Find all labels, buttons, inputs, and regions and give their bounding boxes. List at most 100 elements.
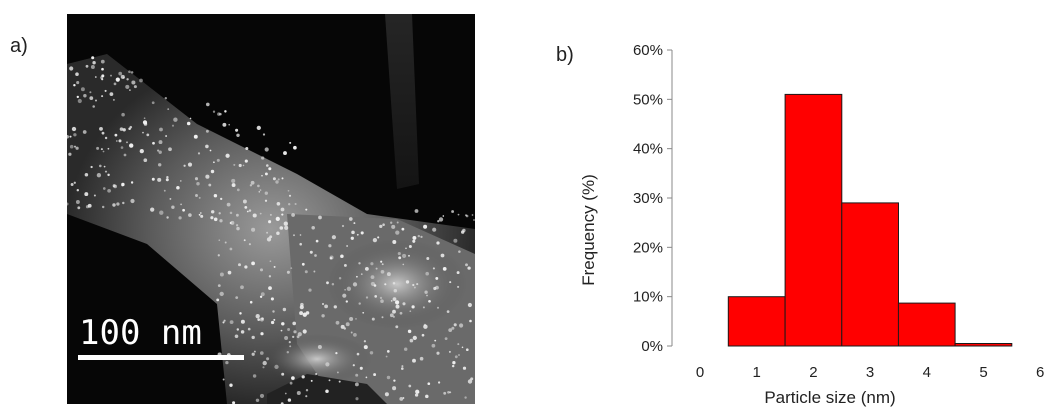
- nanoparticle: [259, 212, 262, 215]
- nanoparticle: [461, 230, 465, 234]
- nanoparticle: [274, 364, 279, 370]
- nanoparticle: [260, 351, 264, 355]
- nanoparticle: [236, 328, 240, 331]
- bars: [727, 93, 1013, 347]
- nanoparticle: [465, 263, 468, 267]
- nanoparticle: [395, 304, 400, 309]
- nanoparticle: [262, 366, 265, 369]
- nanoparticle: [465, 348, 469, 352]
- nanoparticle: [329, 257, 333, 260]
- nanoparticle: [432, 267, 435, 270]
- nanoparticle: [130, 198, 135, 204]
- nanoparticle: [114, 133, 118, 137]
- nanoparticle: [401, 367, 404, 370]
- nanoparticle: [238, 163, 242, 168]
- nanoparticle: [236, 133, 240, 138]
- nanoparticle: [246, 210, 249, 213]
- nanoparticle: [422, 306, 425, 309]
- nanoparticle: [454, 355, 458, 359]
- nanoparticle: [305, 395, 308, 398]
- nanoparticle: [236, 213, 239, 217]
- nanoparticle: [228, 123, 230, 126]
- nanoparticle: [325, 389, 329, 394]
- nanoparticle: [103, 165, 106, 168]
- nanoparticle: [248, 243, 251, 246]
- nanoparticle: [350, 236, 354, 240]
- nanoparticle: [363, 345, 368, 350]
- nanoparticle: [452, 361, 456, 365]
- histogram-bar: [897, 302, 956, 347]
- nanoparticle: [264, 191, 268, 195]
- nanoparticle: [229, 320, 234, 325]
- nanoparticle: [379, 296, 383, 300]
- nanoparticle: [288, 203, 291, 206]
- nanoparticle: [276, 202, 281, 206]
- nanoparticle: [188, 213, 192, 217]
- nanoparticle: [249, 184, 253, 187]
- y-axis: 0% 10% 20% 30% 40% 50% 60%: [633, 42, 673, 355]
- nanoparticle: [171, 124, 175, 127]
- nanoparticle: [120, 74, 125, 79]
- nanoparticle: [355, 373, 359, 377]
- nanoparticle: [248, 209, 252, 212]
- nanoparticle: [101, 205, 105, 209]
- nanoparticle: [425, 271, 429, 276]
- nanoparticle: [260, 332, 264, 336]
- nanoparticle: [318, 215, 322, 220]
- nanoparticle: [116, 202, 120, 206]
- nanoparticle: [219, 272, 224, 277]
- nanoparticle: [99, 126, 103, 131]
- x-tick-label: 1: [753, 364, 761, 381]
- nanoparticle: [434, 339, 437, 342]
- nanoparticle: [315, 239, 319, 243]
- nanoparticle: [251, 352, 255, 356]
- nanoparticle: [301, 262, 305, 266]
- nanoparticle: [338, 380, 341, 383]
- nanoparticle: [424, 290, 428, 294]
- nanoparticle: [210, 216, 214, 220]
- nanoparticle: [417, 234, 421, 238]
- nanoparticle: [399, 396, 404, 401]
- nanoparticle: [289, 381, 293, 385]
- nanoparticle: [101, 67, 104, 71]
- nanoparticle: [273, 265, 276, 268]
- nanoparticle: [451, 364, 455, 368]
- nanoparticle: [379, 224, 383, 229]
- nanoparticle: [163, 189, 166, 192]
- nanoparticle: [448, 328, 453, 332]
- nanoparticle: [291, 376, 295, 380]
- nanoparticle: [289, 141, 292, 144]
- nanoparticle: [392, 386, 397, 391]
- nanoparticle: [346, 286, 352, 291]
- nanoparticle: [107, 147, 110, 150]
- nanoparticle: [176, 185, 180, 190]
- nanoparticle: [365, 376, 368, 379]
- nanoparticle: [243, 239, 246, 242]
- nanoparticle: [109, 92, 114, 96]
- nanoparticle: [299, 234, 302, 236]
- nanoparticle: [472, 218, 475, 222]
- nanoparticle: [213, 217, 218, 222]
- nanoparticle: [287, 189, 290, 192]
- nanoparticle: [198, 196, 201, 199]
- nanoparticle: [294, 202, 297, 206]
- nanoparticle: [94, 99, 98, 102]
- nanoparticle: [244, 159, 248, 163]
- nanoparticle: [381, 316, 384, 319]
- nanoparticle: [336, 371, 339, 374]
- nanoparticle: [166, 216, 169, 219]
- nanoparticle: [69, 144, 74, 149]
- nanoparticle: [289, 345, 292, 348]
- nanoparticle: [374, 295, 378, 298]
- nanoparticle: [70, 183, 74, 186]
- nanoparticle: [393, 288, 398, 293]
- nanoparticle: [276, 231, 280, 235]
- nanoparticle: [324, 304, 328, 309]
- nanoparticle: [284, 336, 289, 340]
- nanoparticle: [417, 391, 420, 394]
- nanoparticle: [270, 320, 275, 325]
- nanoparticle: [348, 217, 353, 221]
- nanoparticle: [75, 146, 79, 150]
- nanoparticle: [218, 239, 221, 242]
- nanoparticle: [281, 177, 284, 180]
